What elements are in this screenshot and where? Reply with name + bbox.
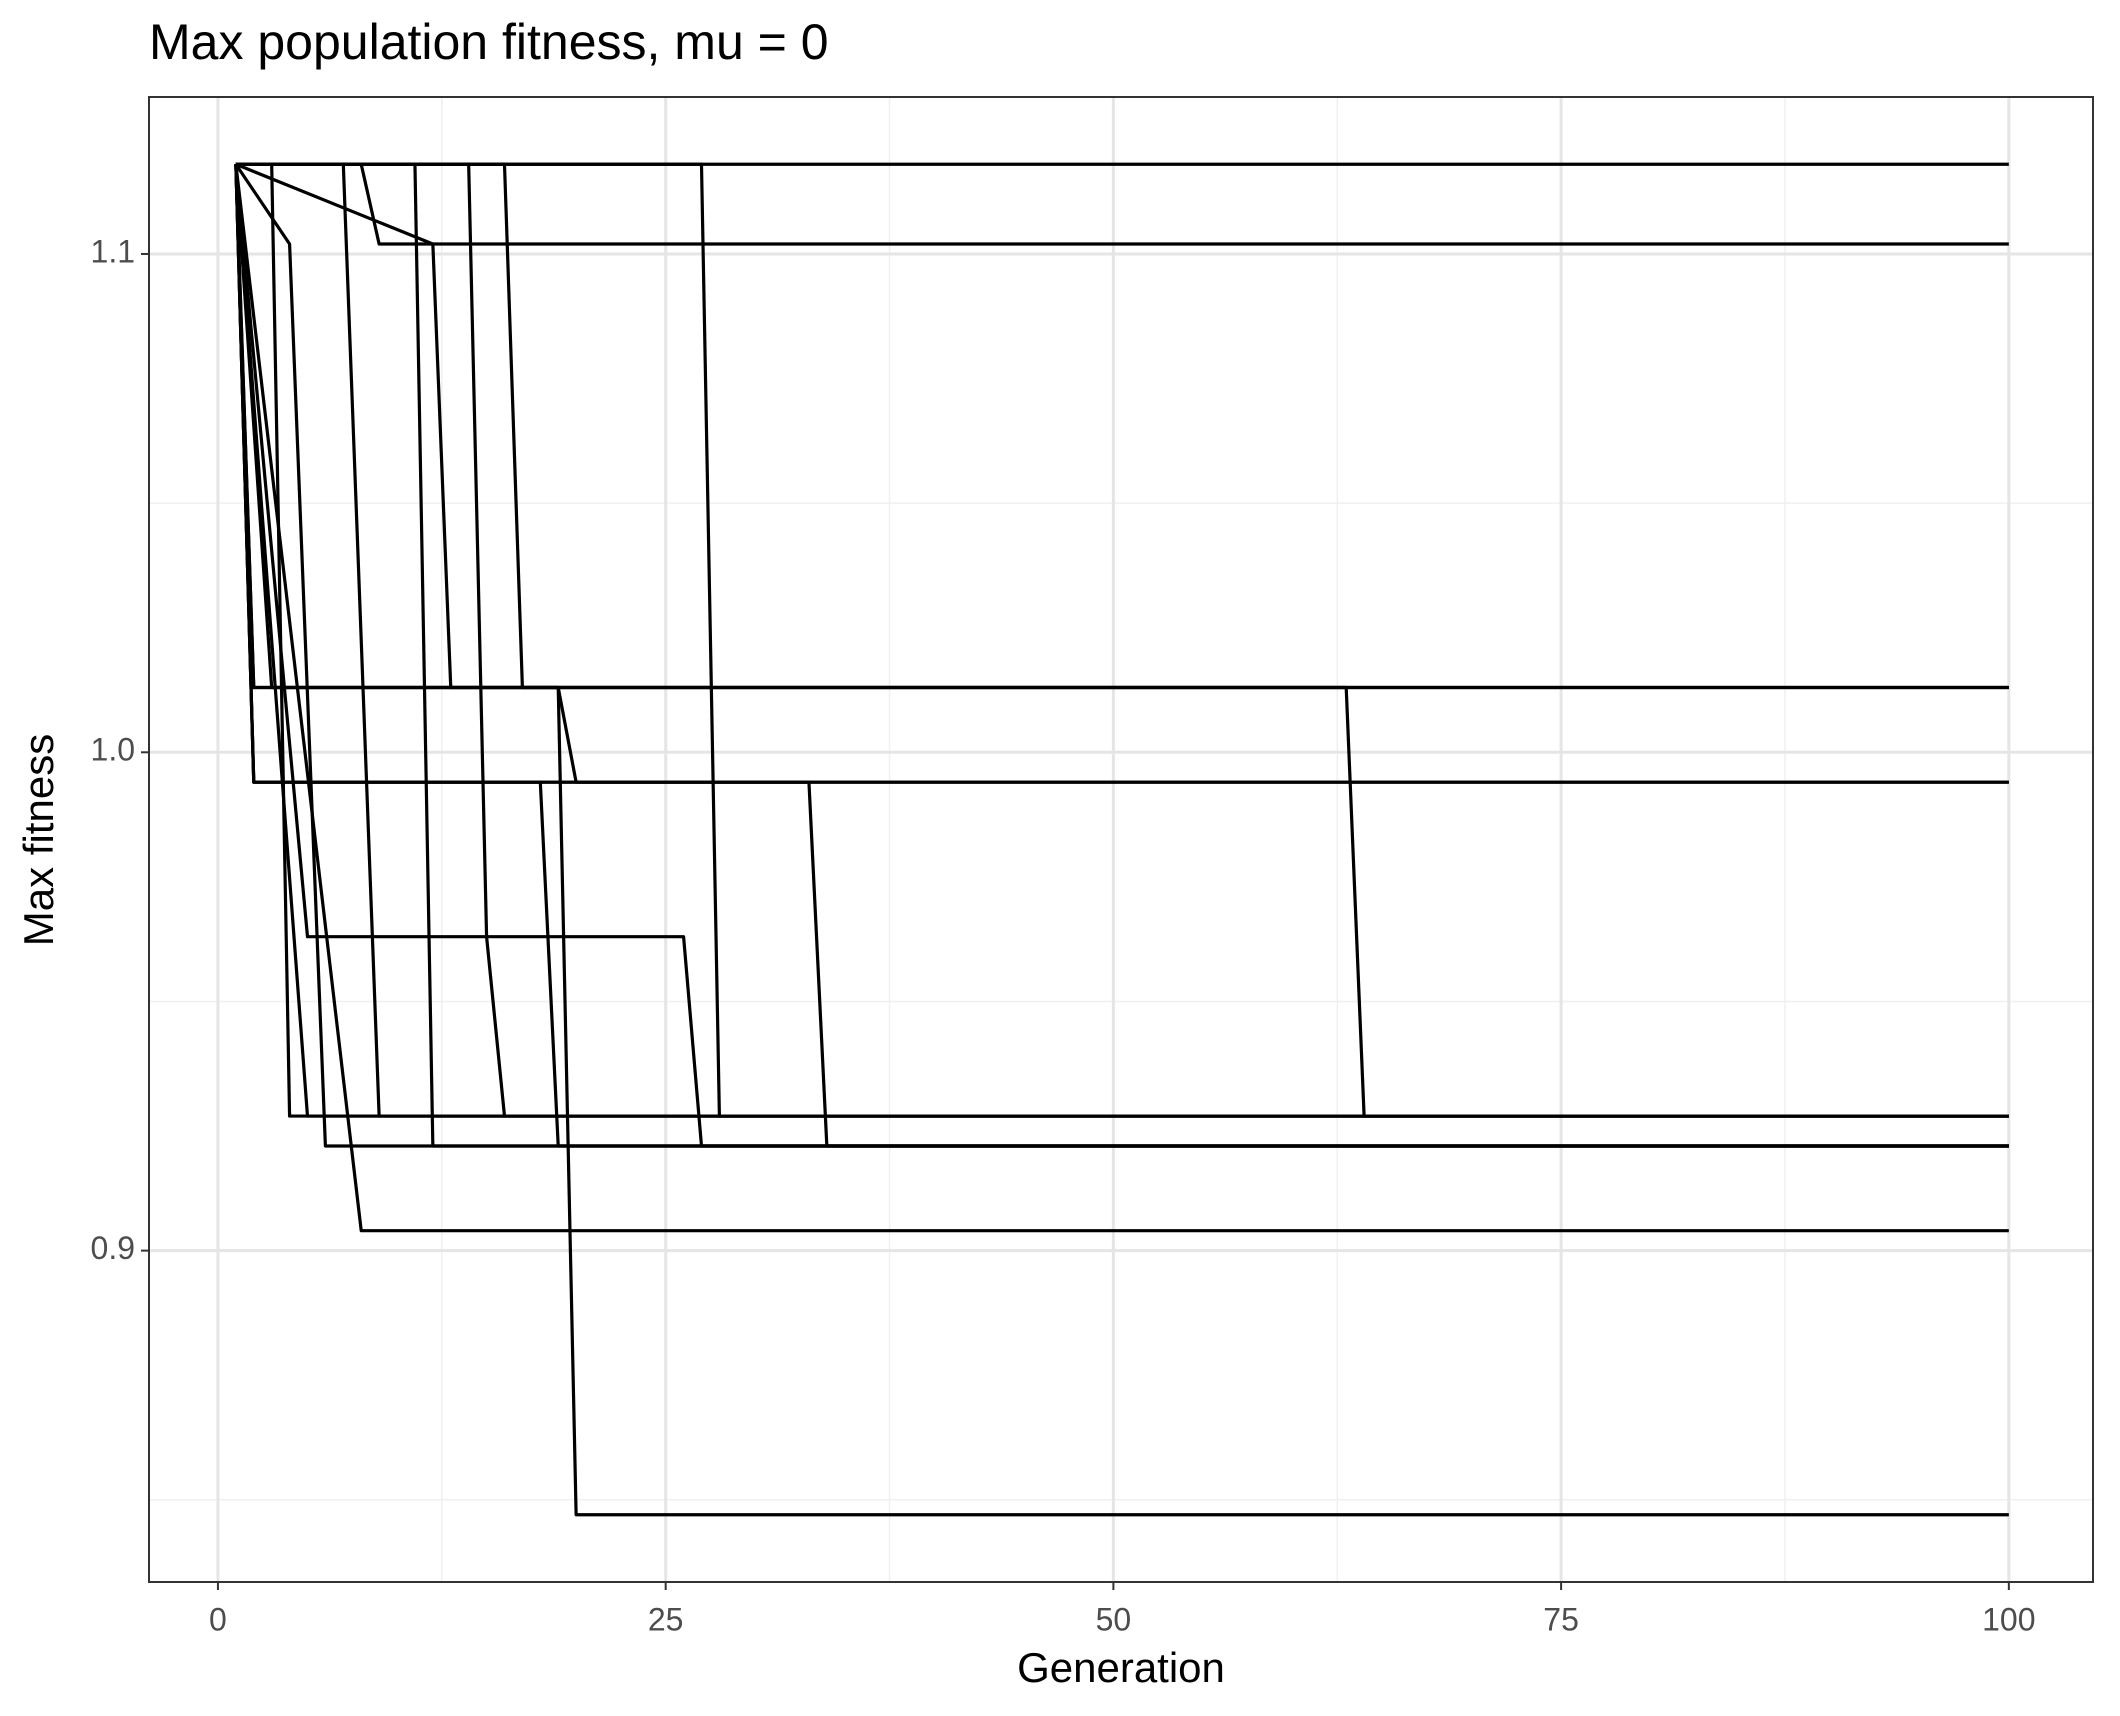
x-tick-label: 25: [648, 1601, 684, 1637]
line: [235, 162, 2009, 246]
y-tick-label: 1.0: [91, 732, 135, 768]
line: [235, 162, 2009, 1118]
line: [234, 164, 2009, 1233]
x-tick-label: 100: [1982, 1601, 2035, 1637]
chart-title: Max population fitness, mu = 0: [149, 14, 829, 70]
line: [234, 164, 2009, 1148]
line: [235, 162, 2009, 1118]
y-tick-label: 0.9: [91, 1230, 135, 1266]
line: [234, 164, 2009, 784]
line: [234, 164, 2009, 784]
line: [235, 162, 2009, 1148]
x-tick-label: 0: [209, 1601, 227, 1637]
y-tick-label: 1.1: [91, 233, 135, 269]
line: [234, 164, 2009, 1118]
line: [235, 162, 2009, 1517]
line: [234, 163, 2009, 1148]
line: [234, 164, 2009, 1118]
line: [234, 164, 2009, 1148]
x-tick-label: 75: [1543, 1601, 1579, 1637]
line: [234, 164, 2009, 1148]
x-tick-label: 50: [1096, 1601, 1132, 1637]
x-axis-title: Generation: [1017, 1644, 1225, 1691]
line: [235, 162, 2009, 1118]
line: [235, 162, 2009, 1118]
y-axis-title: Max fitness: [15, 734, 62, 946]
panel-border: [148, 96, 2094, 1583]
